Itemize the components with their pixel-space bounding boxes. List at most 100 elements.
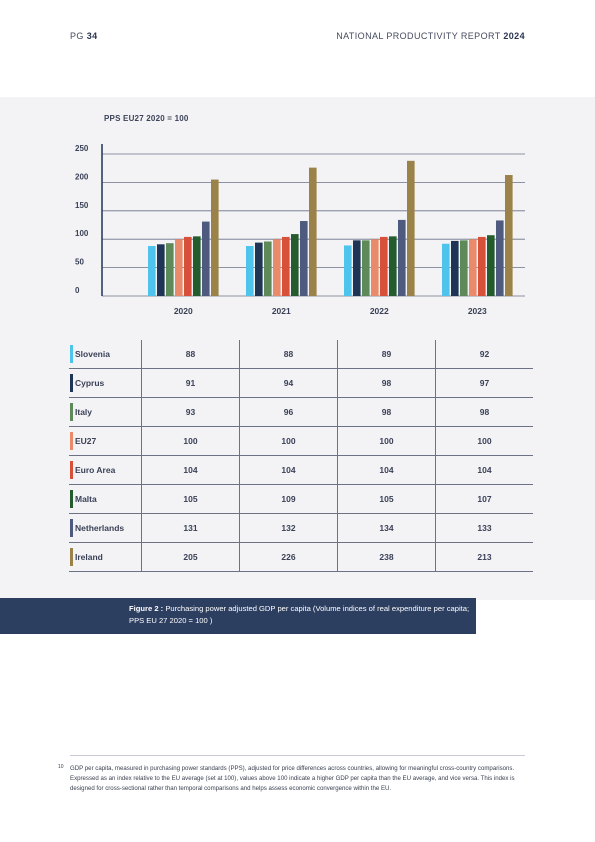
table-cell: 100 <box>435 426 533 456</box>
table-cell: 100 <box>337 426 436 456</box>
table-cell: 107 <box>435 484 533 514</box>
country-label: Malta <box>69 484 142 514</box>
bar-cyprus <box>353 240 361 296</box>
bar-euro-area <box>478 236 486 296</box>
table-cell: 105 <box>337 484 436 514</box>
table-cell: 132 <box>239 513 338 543</box>
chart-unit-label: PPS EU27 2020 = 100 <box>104 114 189 123</box>
gdp-bar-chart: 0 50 100 150 200 250 2020 2021 2022 2023 <box>75 144 525 316</box>
legend-swatch <box>70 548 73 566</box>
table-cell: 205 <box>141 542 240 572</box>
bar-ireland <box>211 179 219 296</box>
bar-ireland <box>309 167 317 296</box>
table-row: Cyprus 91 94 98 97 <box>69 368 533 398</box>
table-cell: 96 <box>239 397 338 427</box>
table-cell: 88 <box>141 340 240 369</box>
bar-ireland <box>505 175 513 296</box>
bar-malta <box>487 235 495 296</box>
table-row: Italy 93 96 98 98 <box>69 397 533 427</box>
table-cell: 100 <box>141 426 240 456</box>
country-name: EU27 <box>75 436 97 446</box>
table-cell: 98 <box>337 368 436 398</box>
table-cell: 104 <box>239 455 338 485</box>
table-cell: 91 <box>141 368 240 398</box>
table-cell: 88 <box>239 340 338 369</box>
table-cell: 98 <box>337 397 436 427</box>
bar-netherlands <box>300 221 308 296</box>
table-cell: 98 <box>435 397 533 427</box>
country-label: Euro Area <box>69 455 142 485</box>
bar-ireland <box>407 160 415 296</box>
table-cell: 93 <box>141 397 240 427</box>
bar-eu27 <box>273 239 281 296</box>
bar-euro-area <box>380 236 388 296</box>
bar-euro-area <box>282 236 290 296</box>
footnote: 10 GDP per capita, measured in purchasin… <box>58 764 526 794</box>
table-cell: 100 <box>239 426 338 456</box>
table-cell: 104 <box>337 455 436 485</box>
bar-cyprus <box>451 240 459 296</box>
table-row: Ireland 205 226 238 213 <box>69 542 533 572</box>
country-name: Italy <box>75 407 93 417</box>
legend-swatch <box>70 490 73 508</box>
bar-italy <box>264 241 272 296</box>
bar-slovenia <box>246 246 254 296</box>
table-cell: 226 <box>239 542 338 572</box>
country-name: Euro Area <box>75 465 116 475</box>
table-cell: 213 <box>435 542 533 572</box>
bar-eu27 <box>175 239 183 296</box>
x-tick-label: 2022 <box>370 306 389 316</box>
table-row: Netherlands 131 132 134 133 <box>69 513 533 543</box>
bar-euro-area <box>184 236 192 296</box>
country-label: Ireland <box>69 542 142 572</box>
table-cell: 97 <box>435 368 533 398</box>
bar-cyprus <box>255 242 263 296</box>
table-row: Malta 105 109 105 107 <box>69 484 533 514</box>
bar-eu27 <box>469 239 477 296</box>
country-label: EU27 <box>69 426 142 456</box>
table-row: Euro Area 104 104 104 104 <box>69 455 533 485</box>
figure-caption-bar: Figure 2 : Purchasing power adjusted GDP… <box>0 598 476 634</box>
data-table: Slovenia 88 88 89 92 Cyprus 91 94 98 97 Italy 93 96 9… <box>69 340 533 572</box>
country-name: Ireland <box>75 552 103 562</box>
legend-swatch <box>70 432 73 450</box>
legend-swatch <box>70 403 73 421</box>
y-tick-label: 50 <box>75 258 84 267</box>
country-label: Slovenia <box>69 340 142 369</box>
table-cell: 92 <box>435 340 533 369</box>
bar-malta <box>389 236 397 296</box>
table-cell: 238 <box>337 542 436 572</box>
x-tick-label: 2021 <box>272 306 291 316</box>
bar-netherlands <box>398 219 406 296</box>
page-number: PG 34 <box>70 31 98 41</box>
table-cell: 94 <box>239 368 338 398</box>
bar-italy <box>460 240 468 296</box>
table-cell: 134 <box>337 513 436 543</box>
table-cell: 131 <box>141 513 240 543</box>
country-name: Netherlands <box>75 523 125 533</box>
bar-italy <box>362 240 370 296</box>
bar-slovenia <box>442 243 450 296</box>
bar-slovenia <box>344 245 352 296</box>
table-cell: 105 <box>141 484 240 514</box>
bar-netherlands <box>202 221 210 296</box>
table-cell: 104 <box>435 455 533 485</box>
table-cell: 133 <box>435 513 533 543</box>
y-tick-label: 150 <box>75 201 89 210</box>
figure-caption: Figure 2 : Purchasing power adjusted GDP… <box>129 604 470 625</box>
report-title: NATIONAL PRODUCTIVITY REPORT 2024 <box>336 31 525 41</box>
legend-swatch <box>70 461 73 479</box>
footnote-divider <box>70 755 525 756</box>
footnote-text: GDP per capita, measured in purchasing p… <box>70 765 515 792</box>
country-label: Netherlands <box>69 513 142 543</box>
country-name: Slovenia <box>75 349 110 359</box>
bar-malta <box>193 236 201 296</box>
table-cell: 109 <box>239 484 338 514</box>
x-tick-label: 2020 <box>174 306 193 316</box>
bar-slovenia <box>148 246 156 296</box>
y-tick-label: 250 <box>75 144 89 153</box>
bar-eu27 <box>371 239 379 296</box>
bar-italy <box>166 243 174 296</box>
country-label: Italy <box>69 397 142 427</box>
country-label: Cyprus <box>69 368 142 398</box>
